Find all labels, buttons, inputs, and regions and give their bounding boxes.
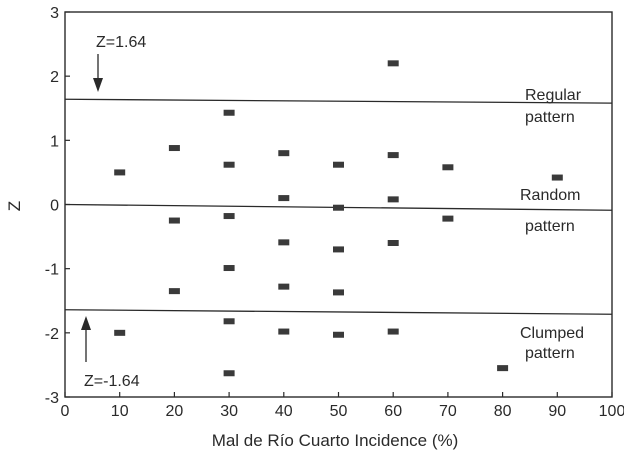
data-point [223, 318, 235, 325]
data-point [278, 195, 290, 202]
data-point [223, 370, 235, 377]
data-point [114, 169, 126, 176]
reference-line [64, 309, 613, 315]
y-axis-label: Z [5, 201, 24, 211]
label-regular-line1: Regular [525, 87, 582, 104]
data-point [497, 365, 509, 372]
x-tick-label: 80 [494, 403, 512, 420]
y-tick-label: -1 [45, 262, 59, 279]
x-tick-label: 10 [111, 403, 129, 420]
x-axis-label: Mal de Río Cuarto Incidence (%) [212, 431, 459, 450]
annotation-z-upper: Z=1.64 [96, 34, 146, 51]
reference-line [64, 98, 613, 104]
x-tick-label: 100 [599, 403, 624, 420]
arrow-up-icon [81, 316, 91, 362]
data-point [114, 329, 126, 336]
data-point [387, 60, 399, 67]
x-tick-label: 60 [384, 403, 402, 420]
data-point [442, 215, 454, 222]
y-tick-label: 0 [50, 198, 59, 215]
data-point [168, 145, 180, 152]
data-point [333, 161, 344, 168]
y-tick-label: 2 [50, 69, 59, 86]
data-point [387, 196, 399, 203]
data-point [551, 174, 563, 181]
data-point [168, 288, 180, 295]
data-point [278, 239, 290, 246]
x-tick-label: 40 [275, 403, 293, 420]
data-point [278, 328, 290, 335]
y-tick-label: 3 [50, 5, 59, 22]
y-tick-label: -3 [45, 390, 59, 407]
data-point [223, 213, 235, 220]
x-tick-label: 70 [439, 403, 457, 420]
data-point [168, 217, 180, 224]
data-point [278, 283, 290, 290]
data-point [223, 265, 235, 272]
label-regular-line2: pattern [525, 109, 575, 126]
arrow-down-icon [93, 54, 103, 92]
x-tick-label: 50 [330, 403, 348, 420]
data-point [223, 161, 235, 168]
data-point [387, 328, 399, 335]
data-point [333, 246, 344, 253]
data-point [387, 240, 399, 246]
data-point [442, 164, 454, 171]
x-tick-label: 0 [61, 403, 70, 420]
label-clumped-line1: Clumped [520, 325, 584, 342]
data-point [387, 152, 399, 159]
data-point [223, 109, 235, 116]
label-random-line2: pattern [525, 218, 575, 235]
annotation-z-lower: Z=-1.64 [84, 373, 140, 390]
data-points [114, 60, 563, 377]
data-point [333, 331, 344, 338]
x-tick-label: 90 [548, 403, 566, 420]
data-point [278, 150, 290, 157]
data-point [333, 289, 344, 296]
y-tick-label: 1 [50, 133, 59, 150]
label-random-line1: Random [520, 187, 580, 204]
data-point [333, 204, 344, 211]
label-clumped-line2: pattern [525, 345, 575, 362]
x-tick-label: 20 [166, 403, 184, 420]
x-tick-label: 30 [220, 403, 238, 420]
y-tick-label: -2 [45, 326, 59, 343]
